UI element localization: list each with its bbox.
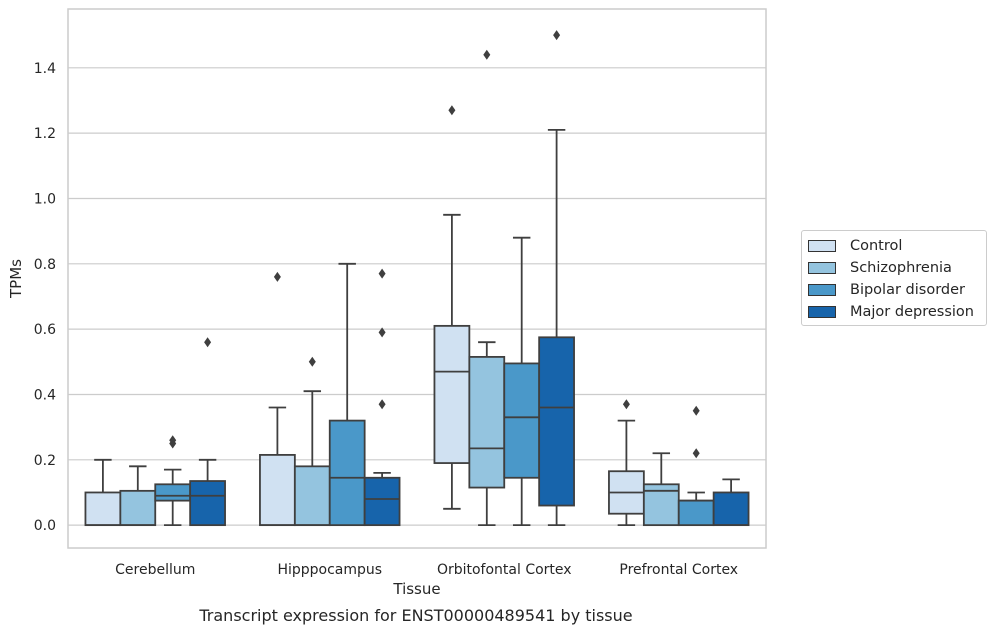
box-iqr [119,489,157,527]
y-tick-label: 1.2 [34,126,56,142]
series-major-depression [189,30,750,527]
x-axis-label: Tissue [392,580,440,598]
box [608,399,645,527]
outlier-point [273,271,281,282]
outlier-point [553,30,561,41]
box-iqr [503,362,541,479]
series-schizophrenia [119,49,680,527]
legend-swatch-schizophrenia [808,262,836,274]
y-tick-label: 0.4 [34,387,56,403]
legend-item-control: Control [808,236,902,256]
series-control [84,105,645,527]
x-tick-label: Prefrontal Cortex [619,562,738,578]
box [293,356,331,527]
y-tick-label: 0.2 [34,453,56,469]
box-iqr [433,324,471,464]
chart-title: Transcript expression for ENST0000048954… [199,606,633,625]
legend-label-bipolar-disorder: Bipolar disorder [850,282,965,298]
x-tick-label: Orbitofontal Cortex [437,562,572,578]
outlier-point [308,356,316,367]
outlier-point [448,105,456,116]
box-iqr [538,336,575,507]
legend-label-schizophrenia: Schizophrenia [850,260,952,276]
y-tick-label: 0.6 [34,322,56,338]
box-iqr [712,491,750,527]
box [712,478,750,527]
box-iqr [189,480,226,527]
y-tick-label: 0.0 [34,518,56,534]
legend-swatch-bipolar-disorder [808,284,836,296]
box [468,49,506,527]
box-iqr [468,355,506,489]
box [538,30,575,527]
box-iqr [84,491,122,527]
y-tick-label: 1.4 [34,61,56,77]
x-tick-label: Cerebellum [115,562,195,578]
legend: Control Schizophrenia Bipolar disorder M… [801,230,987,326]
legend-swatch-major-depression [808,306,836,318]
y-tick-label: 0.8 [34,257,56,273]
gridlines [68,67,766,526]
box-series [84,30,750,527]
outlier-point [378,399,386,410]
y-axis-label: TPMs [7,259,25,299]
y-tick-label: 1.0 [34,191,56,207]
outlier-point [204,337,212,348]
box [119,465,157,527]
box [189,337,226,527]
box [677,405,715,527]
outlier-point [169,435,177,446]
box [433,105,471,510]
box [503,236,541,527]
legend-label-major-depression: Major depression [850,304,974,320]
box-iqr [259,453,296,527]
box-iqr [363,476,401,527]
series-bipolar-disorder [154,236,715,527]
x-axis-ticks: Cerebellum Hipppocampus Orbitofontal Corte… [115,562,738,578]
legend-label-control: Control [850,238,903,254]
outlier-point [378,327,386,338]
box [642,452,680,527]
outlier-point [378,268,386,279]
legend-item-bipolar-disorder: Bipolar disorder [808,280,965,300]
box-iqr [677,499,715,527]
x-tick-label: Hipppocampus [277,562,382,578]
outlier-point [622,399,630,410]
y-axis-ticks: 0.0 0.2 0.4 0.6 0.8 1.0 1.2 1.4 [34,61,56,534]
outlier-point [483,49,491,60]
box [363,268,401,527]
box [328,262,366,527]
legend-swatch-control [808,240,836,252]
box [84,458,122,527]
box [154,435,192,527]
box [259,271,296,527]
plot-area [67,8,767,549]
box-iqr [154,483,192,502]
legend-item-schizophrenia: Schizophrenia [808,258,952,278]
outlier-point [692,448,700,459]
outlier-point [692,405,700,416]
legend-item-major-depression: Major depression [808,302,974,322]
box-iqr [293,465,331,527]
box-iqr [328,419,366,527]
